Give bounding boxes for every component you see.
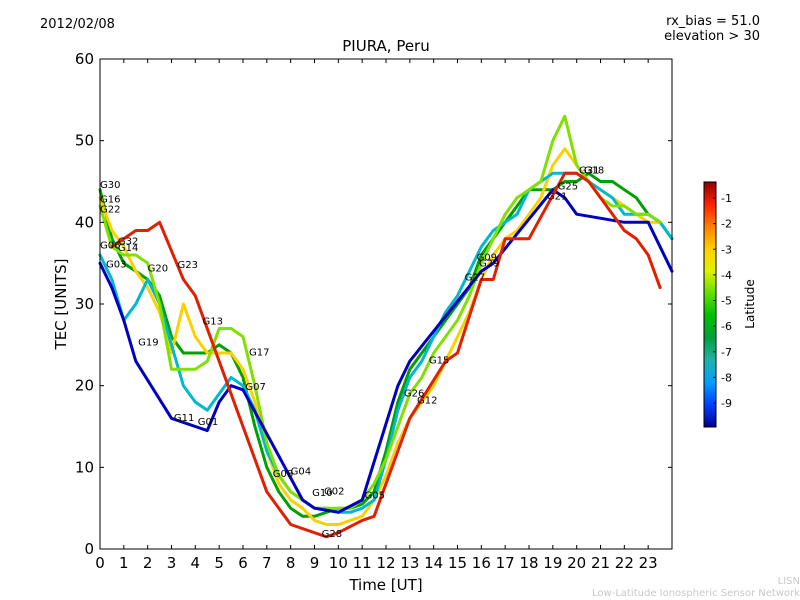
y-tick-label: 20 [75,377,94,395]
satellite-label: G27 [465,272,485,283]
satellite-label: G12 [417,396,437,407]
x-tick-label: 5 [214,554,224,572]
x-axis-label: Time [UT] [348,576,422,594]
footer-lisn: LISN [777,576,800,587]
satellite-label: G28 [322,529,342,540]
colorbar-label: Latitude [743,279,757,328]
satellite-label: G10 [312,488,332,499]
satellite-label: G25 [558,182,578,193]
series-track-6 [110,171,662,539]
satellite-label: G30 [100,180,120,191]
x-tick-label: 8 [286,554,296,572]
x-tick-label: 16 [472,554,491,572]
satellite-label: G19 [138,338,158,349]
satellite-label: G11 [174,413,194,424]
x-tick-label: 19 [543,554,562,572]
satellite-label: G08 [273,469,293,480]
x-tick-label: 20 [567,554,586,572]
satellite-label: G06 [100,240,120,251]
chart-title: PIURA, Peru [342,37,430,55]
colorbar-tick-label: -9 [721,397,732,410]
x-tick-label: 10 [329,554,348,572]
satellite-label: G14 [118,243,138,254]
x-tick-label: 17 [496,554,515,572]
date-label: 2012/02/08 [40,17,115,32]
series-track-4 [98,114,662,510]
colorbar-tick-label: -1 [721,192,732,205]
colorbar-tick-label: -2 [721,218,732,231]
satellite-label: G23 [177,260,197,271]
x-tick-label: 22 [615,554,634,572]
x-tick-label: 13 [400,554,419,572]
x-tick-label: 7 [262,554,272,572]
colorbar-tick-label: -5 [721,295,732,308]
satellite-label: G09 [477,253,497,264]
satellite-label: G01 [198,417,218,428]
x-tick-label: 0 [95,554,105,572]
satellite-label: G17 [249,347,269,358]
x-tick-label: 11 [353,554,372,572]
satellite-label: G29 [479,258,499,269]
satellite-label: G22 [100,205,120,216]
colorbar-tick-label: -8 [721,371,732,384]
x-tick-label: 1 [119,554,129,572]
x-tick-label: 15 [448,554,467,572]
x-tick-label: 6 [238,554,248,572]
y-tick-label: 30 [75,295,94,313]
series-track-2 [98,147,662,526]
x-tick-label: 21 [591,554,610,572]
satellite-label: G16 [100,195,120,206]
x-tick-label: 4 [191,554,201,572]
y-tick-label: 0 [84,540,94,558]
satellite-label: G26 [404,388,424,399]
x-tick-label: 14 [424,554,443,572]
y-tick-label: 40 [75,213,94,231]
rx-bias-label: rx_bias = 51.0 [666,14,760,29]
satellite-label: G15 [429,356,449,367]
satellite-label: G21 [547,191,567,202]
colorbar-tick-label: -7 [721,346,732,359]
satellite-label: G31 [579,165,599,176]
satellite-label: G07 [245,382,265,393]
x-tick-label: 18 [519,554,538,572]
x-tick-label: 9 [310,554,320,572]
x-tick-label: 23 [639,554,658,572]
satellite-label: G13 [202,316,222,327]
x-tick-label: 3 [167,554,177,572]
x-tick-label: 2 [143,554,153,572]
y-tick-label: 60 [75,50,94,68]
series-track-1 [98,171,674,518]
series-track-5 [98,188,674,514]
colorbar-tick-label: -4 [721,269,732,282]
colorbar-tick-label: -3 [721,243,732,256]
satellite-label: G05 [365,490,385,501]
satellite-label: G32 [118,236,138,247]
colorbar-tick-label: -6 [721,320,732,333]
x-tick-label: 12 [376,554,395,572]
y-tick-label: 10 [75,458,94,476]
satellite-label: G20 [148,263,168,274]
y-axis-label: TEC [UNITS] [52,259,70,351]
colorbar [703,181,717,428]
satellite-label: G04 [291,467,311,478]
satellite-label: G02 [324,486,344,497]
satellite-label: G18 [584,165,604,176]
y-tick-label: 50 [75,132,94,150]
plot-area [100,59,672,549]
satellite-label: G03 [106,259,126,270]
elevation-label: elevation > 30 [664,29,760,44]
footer-network: Low-Latitude Ionospheric Sensor Network [592,588,800,599]
